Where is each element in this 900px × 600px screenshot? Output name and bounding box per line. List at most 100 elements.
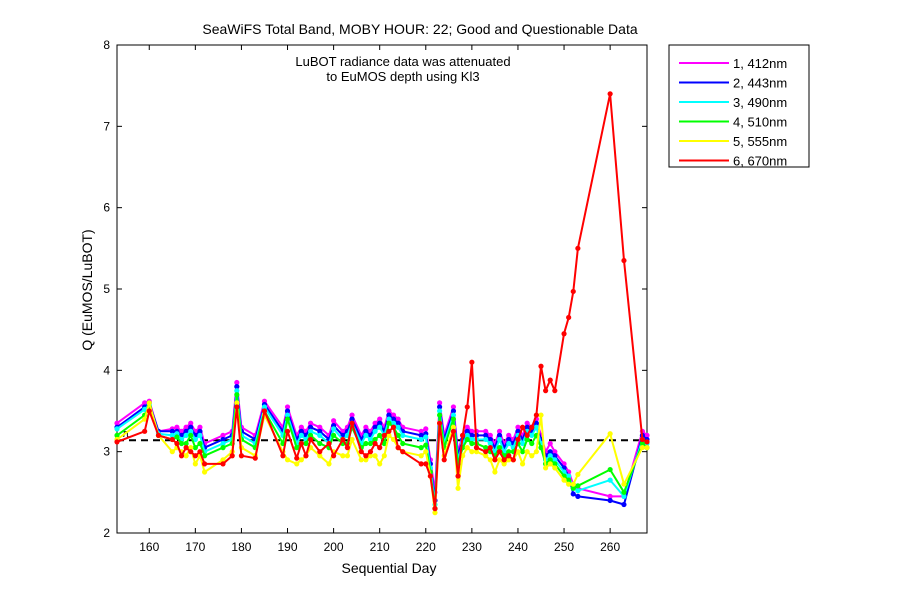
data-point [142,400,148,406]
x-tick-label: 230 [462,540,482,554]
data-point [496,457,503,463]
x-axis-label: Sequential Day [342,560,437,576]
data-point [183,440,189,447]
data-point [234,392,240,398]
data-point [349,416,355,422]
data-point [395,424,401,430]
data-point [234,388,240,394]
data-point [607,431,613,437]
data-point [570,491,576,497]
data-point [188,445,194,451]
data-point [169,449,175,455]
data-point [307,436,314,443]
data-point [450,424,457,430]
data-point [197,440,203,447]
data-point [317,449,323,455]
data-point [524,420,530,426]
data-point [183,428,189,434]
data-point [331,453,337,459]
data-point [381,440,387,447]
data-point [400,440,406,447]
data-point [234,400,240,406]
data-point [506,436,512,443]
data-point [552,461,558,467]
x-tick-label: 200 [324,540,344,554]
data-point [340,453,346,459]
data-point [220,440,226,447]
data-point [261,408,268,414]
legend-label: 6, 670nm [733,154,787,169]
data-point [547,461,553,467]
data-point [487,445,493,451]
data-point [386,408,392,414]
data-point [363,428,369,434]
x-tick-label: 250 [554,540,574,554]
data-point [566,481,572,487]
data-point [390,416,397,422]
data-point [510,457,516,463]
data-point [450,404,457,410]
data-point [607,466,613,473]
data-point [234,384,240,390]
data-point [501,461,507,467]
data-point [575,488,581,494]
data-point [506,453,512,459]
data-point [183,445,189,451]
data-point [529,440,535,447]
data-point [506,449,512,455]
data-point [344,453,351,459]
data-point [483,445,489,451]
data-point [377,432,383,438]
data-point [303,453,309,459]
data-point [621,257,627,264]
data-point [390,424,397,430]
data-point [142,416,148,422]
data-point [538,363,544,369]
data-point [358,449,364,455]
data-point [386,428,392,434]
data-point [506,440,512,447]
data-point [473,445,480,451]
data-point [372,420,378,426]
data-point [238,453,245,459]
data-point [201,453,208,459]
data-point [621,501,627,508]
legend-label: 4, 510nm [733,115,787,130]
data-point [529,424,535,430]
data-point [298,424,304,430]
data-point [524,424,530,430]
data-point [607,91,613,97]
data-point [317,440,323,447]
data-point [363,432,369,438]
data-point [552,449,558,455]
data-point [220,445,226,451]
data-point [340,436,346,443]
data-point [464,428,470,434]
data-point [492,469,498,475]
data-point [418,445,424,451]
data-point [533,449,539,455]
data-point [317,432,323,438]
x-tick-label: 160 [139,540,159,554]
data-point [543,388,549,394]
data-point [552,453,558,459]
axes: 160 170 180 190 200 210 220 230 240 250 260 2 3 4 5 6 7 8 [103,38,648,554]
data-point [496,445,503,451]
data-point [639,436,645,443]
data-point [377,420,383,426]
data-point [460,432,466,438]
data-point [349,412,355,418]
data-point [229,453,235,459]
data-point [331,432,337,438]
y-tick-label: 6 [103,201,110,215]
data-point [519,424,526,430]
series-line-3 [116,389,648,506]
data-point [294,445,300,451]
data-point [381,453,387,459]
data-point [317,453,323,459]
data-point [326,440,332,447]
data-point [294,461,300,467]
data-point [155,432,162,438]
data-point [220,457,226,463]
data-point [644,439,650,445]
